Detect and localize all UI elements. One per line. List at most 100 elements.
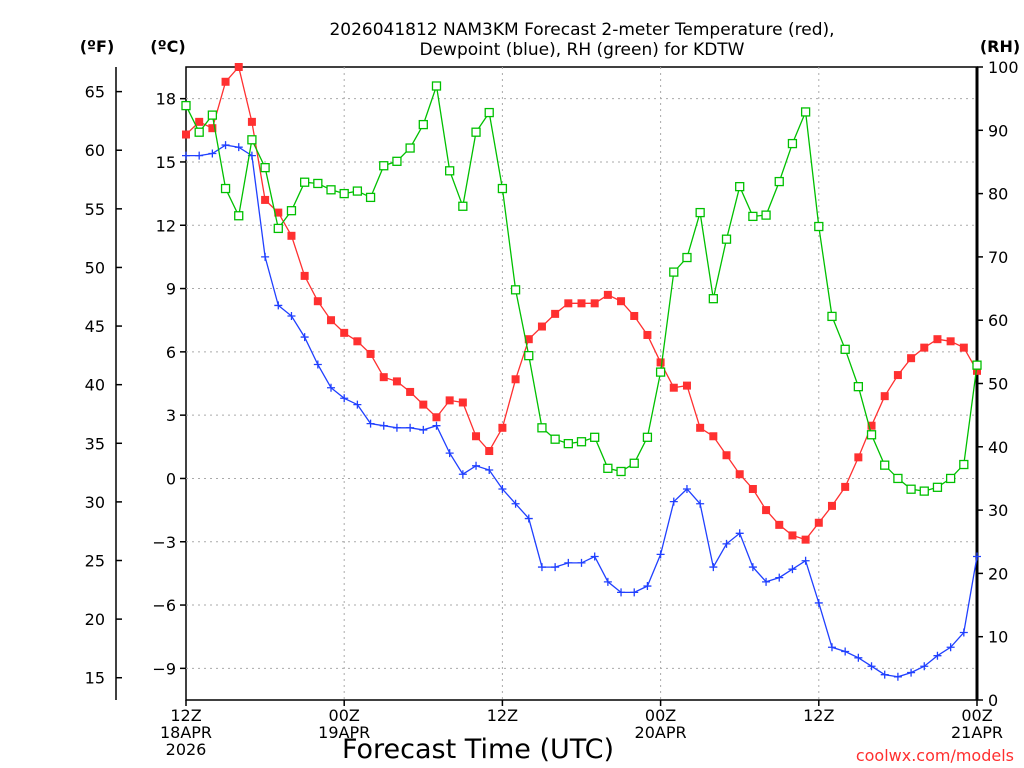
rh-marker [853, 382, 863, 392]
dewpoint-marker [287, 311, 296, 320]
rh-tick-label: 30 [988, 501, 1008, 520]
dewpoint-marker [432, 421, 441, 430]
rh-marker [458, 201, 468, 211]
x-tick-label: 00Z [329, 706, 360, 725]
dewpoint-marker [603, 577, 612, 586]
f-tick-label: 20 [85, 610, 105, 629]
dewpoint-marker [973, 552, 981, 561]
rh-marker [945, 473, 956, 484]
rh-marker [247, 135, 257, 145]
2-meter-temperature-marker [933, 335, 942, 344]
rh-marker [497, 183, 508, 194]
x-tick-label: 12Z [170, 706, 201, 725]
rh-marker [273, 223, 283, 234]
rh-marker [234, 211, 244, 221]
dewpoint-marker [537, 563, 546, 572]
2-meter-temperature-marker [551, 309, 560, 318]
rh-marker [181, 100, 191, 111]
2-meter-temperature-marker [419, 400, 428, 409]
dewpoint-marker [366, 419, 375, 428]
2-meter-temperature-marker [472, 432, 481, 441]
dewpoint-marker [195, 151, 204, 160]
c-tick-label: 3 [166, 406, 176, 425]
dewpoint-marker [485, 466, 494, 475]
2-meter-temperature-marker [669, 383, 678, 392]
rh-marker [919, 486, 929, 496]
dewpoint-marker [854, 653, 863, 662]
chart-title-line-2: Dewpoint (blue), RH (green) for KDTW [419, 40, 744, 60]
2-meter-temperature-marker [617, 297, 626, 306]
rh-marker [405, 143, 415, 153]
x-tick-label: 12Z [803, 706, 834, 725]
rh-marker [418, 119, 428, 130]
dewpoint-marker [445, 449, 454, 458]
rh-marker [655, 367, 666, 377]
2-meter-temperature-marker [959, 343, 968, 352]
dewpoint-marker [630, 588, 639, 597]
dewpoint-marker [234, 143, 243, 152]
2-meter-temperature-marker [287, 231, 296, 240]
2-meter-temperature-marker [643, 330, 652, 339]
rh-marker [695, 207, 705, 218]
rh-marker [642, 432, 653, 442]
rh-marker [735, 181, 745, 192]
dewpoint-marker [841, 647, 850, 656]
dewpoint-marker [392, 423, 401, 432]
2-meter-temperature-marker [432, 413, 441, 422]
dewpoint-marker [182, 151, 190, 160]
rh-marker [629, 458, 639, 468]
dewpoint-marker [920, 662, 929, 671]
rh-marker [431, 81, 442, 91]
dewpoint-marker [379, 421, 388, 430]
dewpoint-marker [274, 301, 283, 310]
dewpoint-marker [959, 628, 968, 637]
dewpoint-marker [946, 643, 955, 652]
rh-marker [471, 127, 481, 137]
dewpoint-marker [300, 333, 309, 342]
dewpoint-marker [617, 588, 626, 597]
2-meter-temperature-marker [696, 423, 705, 432]
chart-title-line-1: 2026041812 NAM3KM Forecast 2-meter Tempe… [329, 20, 834, 40]
2-meter-temperature-marker [247, 117, 256, 126]
rh-marker [787, 138, 798, 149]
rh-marker [220, 183, 231, 194]
dewpoint-marker [656, 550, 665, 559]
2-meter-temperature-marker [630, 311, 639, 320]
2-meter-temperature-marker [564, 299, 573, 308]
2-meter-temperature-marker [867, 421, 876, 430]
rh-tick-label: 80 [988, 185, 1008, 204]
2-meter-temperature-marker [775, 520, 784, 529]
rh-marker [484, 107, 494, 118]
rh-marker [972, 360, 982, 370]
2-meter-temperature-marker [366, 349, 375, 358]
2-meter-temperature-marker [234, 63, 243, 71]
2-meter-temperature-marker [946, 337, 955, 346]
dewpoint-marker [313, 360, 322, 369]
rh-marker [959, 459, 969, 470]
dewpoint-marker [748, 563, 757, 572]
2-meter-temperature-marker [511, 375, 520, 384]
x-tick-label: 18APR [160, 723, 212, 742]
dewpoint-marker [788, 565, 797, 574]
rh-tick-label: 60 [988, 311, 1008, 330]
2-meter-temperature-marker [221, 77, 230, 86]
2-meter-temperature-marker [485, 447, 494, 456]
rh-marker [563, 438, 573, 449]
2-meter-temperature-marker [379, 373, 388, 382]
2-meter-temperature-marker [590, 299, 599, 308]
f-tick-label: 40 [85, 376, 105, 395]
rh-marker [510, 285, 521, 295]
dewpoint-marker [221, 141, 230, 150]
2-meter-temperature-marker [893, 371, 902, 380]
2-meter-temperature-marker [973, 366, 981, 375]
rh-unit-label: (RH) [980, 37, 1020, 56]
2-meter-temperature-marker [353, 337, 362, 346]
2-meter-temperature-marker [814, 518, 823, 527]
x-tick-label: 19APR [318, 723, 370, 742]
dewpoint-marker [735, 529, 744, 538]
rh-tick-label: 0 [988, 691, 998, 710]
2-meter-temperature-marker [274, 208, 283, 217]
f-tick-label: 60 [85, 141, 105, 160]
dewpoint-marker [208, 149, 217, 158]
c-tick-label: 15 [156, 153, 176, 172]
